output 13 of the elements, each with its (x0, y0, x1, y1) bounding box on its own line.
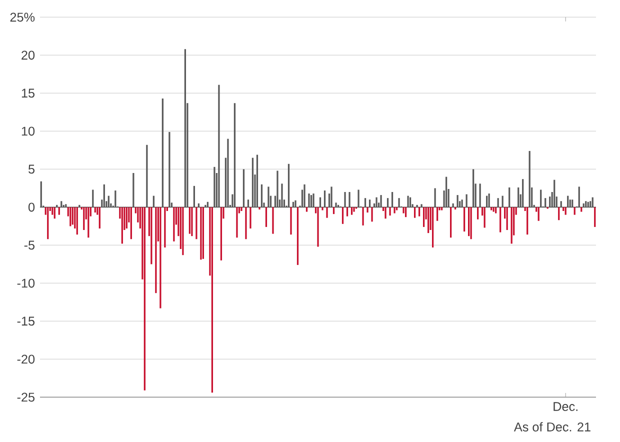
y-tick-label: -20 (17, 354, 35, 364)
text: As of Dec. 21 (514, 422, 590, 432)
y-tick-label: -25 (17, 392, 34, 402)
y-tick-label: -5 (24, 240, 34, 250)
y-tick-label: 15 (22, 88, 34, 98)
y-tick-label: 25% (10, 12, 35, 22)
y-tick-label: 20 (22, 50, 35, 60)
y-tick-label: 10 (22, 126, 35, 136)
x-tick-label: Dec. (554, 402, 578, 412)
y-tick-label: 0 (28, 202, 35, 212)
y-tick-label: 5 (28, 164, 34, 174)
y-tick-label: -10 (17, 278, 35, 288)
y-tick-label: -15 (17, 316, 34, 326)
